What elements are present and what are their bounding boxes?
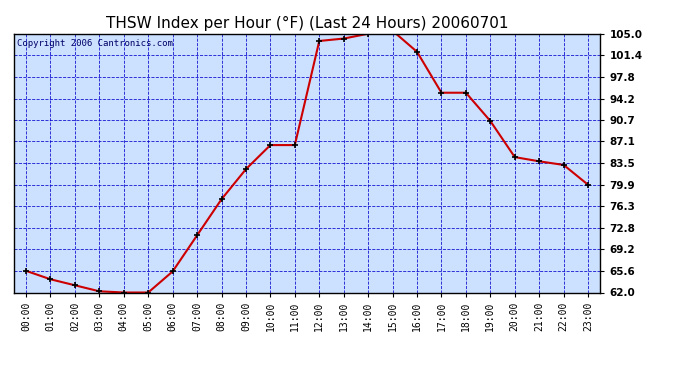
Title: THSW Index per Hour (°F) (Last 24 Hours) 20060701: THSW Index per Hour (°F) (Last 24 Hours)… (106, 16, 509, 31)
Text: Copyright 2006 Cantronics.com: Copyright 2006 Cantronics.com (17, 39, 172, 48)
